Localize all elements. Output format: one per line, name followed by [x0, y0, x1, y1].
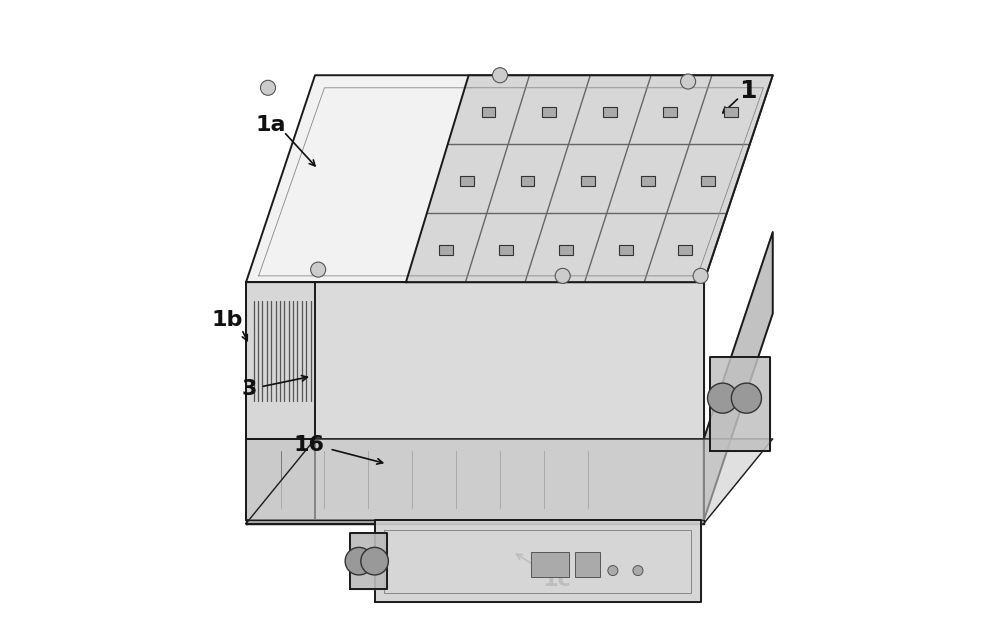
Circle shape — [492, 68, 508, 83]
Circle shape — [558, 566, 568, 576]
Circle shape — [693, 268, 708, 283]
Bar — [581, 176, 595, 186]
Bar — [521, 176, 534, 186]
Circle shape — [731, 383, 761, 413]
Polygon shape — [246, 282, 315, 439]
Bar — [701, 176, 715, 186]
Bar — [482, 107, 495, 117]
Text: 1c: 1c — [542, 570, 571, 590]
Bar — [531, 552, 569, 577]
Circle shape — [708, 383, 738, 413]
Bar — [724, 107, 738, 117]
Circle shape — [311, 262, 326, 277]
Polygon shape — [704, 232, 773, 520]
Text: 16: 16 — [293, 435, 324, 455]
Circle shape — [583, 566, 593, 576]
Text: 1: 1 — [739, 79, 756, 103]
Bar — [542, 107, 556, 117]
Circle shape — [361, 547, 388, 575]
Bar — [460, 176, 474, 186]
Circle shape — [345, 547, 373, 575]
Circle shape — [260, 80, 276, 95]
Bar — [619, 245, 633, 255]
Polygon shape — [246, 75, 773, 282]
Polygon shape — [246, 439, 773, 524]
Bar — [439, 245, 453, 255]
Circle shape — [608, 566, 618, 576]
Text: 1b: 1b — [212, 310, 243, 330]
Polygon shape — [710, 357, 770, 451]
Circle shape — [681, 74, 696, 89]
Text: 3: 3 — [242, 379, 257, 399]
Bar — [641, 176, 655, 186]
Polygon shape — [246, 439, 704, 520]
Polygon shape — [375, 520, 701, 602]
Polygon shape — [350, 533, 387, 589]
Polygon shape — [406, 75, 773, 282]
Polygon shape — [246, 520, 704, 524]
Bar — [575, 552, 600, 577]
Polygon shape — [246, 282, 704, 439]
Bar — [499, 245, 513, 255]
Circle shape — [555, 268, 570, 283]
Circle shape — [633, 566, 643, 576]
Bar — [559, 245, 573, 255]
Bar — [663, 107, 677, 117]
Polygon shape — [246, 439, 315, 520]
Text: 1a: 1a — [256, 115, 286, 135]
Bar — [384, 530, 691, 593]
Bar — [678, 245, 692, 255]
Bar — [603, 107, 617, 117]
